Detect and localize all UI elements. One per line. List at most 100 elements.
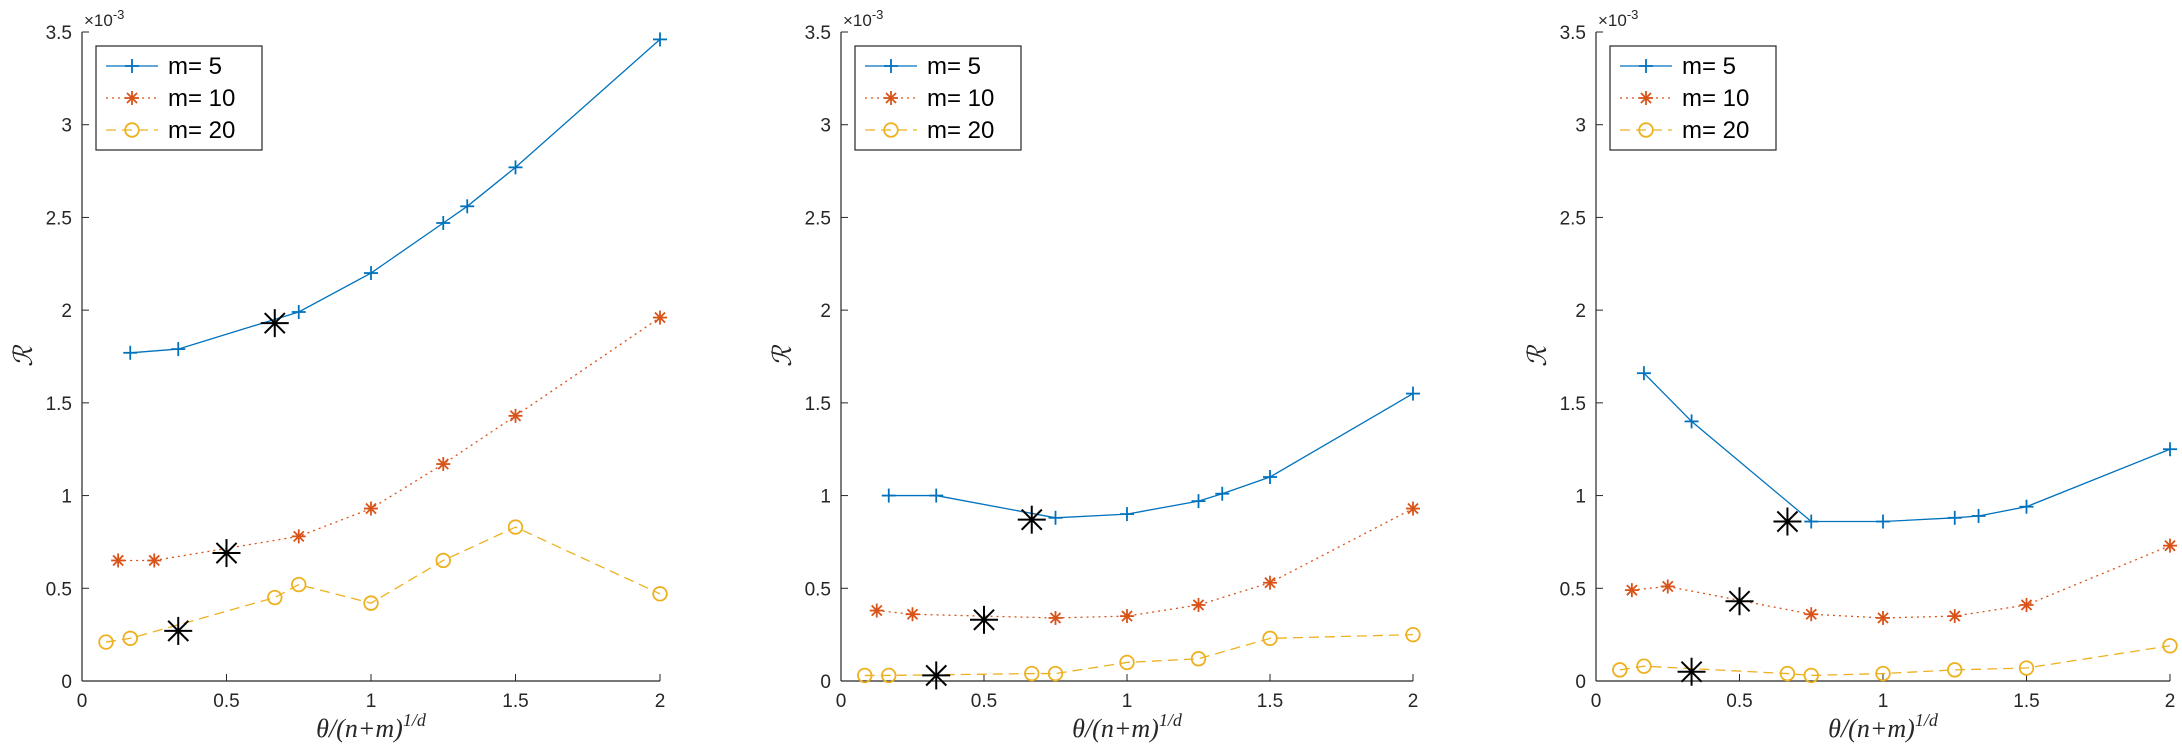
y-tick-label: 2 bbox=[61, 301, 72, 322]
x-tick-label: 0 bbox=[1591, 691, 1602, 712]
x-tick-label: 1 bbox=[1122, 691, 1133, 712]
series-m-20 bbox=[1612, 638, 2178, 684]
optimum-marker bbox=[1773, 507, 1802, 536]
data-point bbox=[291, 304, 306, 319]
data-point bbox=[2163, 538, 2177, 553]
series-line bbox=[130, 38, 661, 354]
data-point bbox=[2162, 638, 2178, 654]
series-line bbox=[1643, 372, 2171, 523]
series-m-10 bbox=[111, 310, 667, 568]
y-tick-label: 1.5 bbox=[1560, 394, 1586, 415]
data-point bbox=[507, 519, 524, 535]
optimum-marker bbox=[260, 309, 289, 338]
chart-panel-1: 0 0.5 1 1.5 2 0 0.5 1 1.5 2 2.5 3 3.5 ×10-3 θ/(n+m)1/d… bbox=[9, 7, 668, 743]
series-m-5 bbox=[123, 32, 667, 360]
series-line bbox=[876, 507, 1414, 619]
legend-entry-label: m= 10 bbox=[927, 85, 994, 112]
y-tick-label: 1 bbox=[1575, 487, 1586, 508]
optimum-marker bbox=[212, 539, 241, 568]
x-axis-title: θ/(n+m)1/d bbox=[316, 710, 427, 743]
data-point bbox=[2018, 660, 2035, 676]
legend-box bbox=[1609, 45, 1777, 151]
data-point bbox=[1048, 610, 1063, 625]
optimum-marker bbox=[922, 661, 951, 690]
x-tick-label: 2 bbox=[1408, 691, 1419, 712]
legend-marker bbox=[884, 59, 898, 73]
data-point bbox=[291, 576, 307, 593]
data-point bbox=[1215, 486, 1230, 501]
data-point bbox=[929, 488, 944, 503]
chart-panel-2: 0 0.5 1 1.5 2 0 0.5 1 1.5 2 2.5 3 3.5 ×10-3 θ/(n+m)1/d… bbox=[768, 7, 1421, 743]
y-tick-label: 3 bbox=[61, 116, 72, 137]
y-tick-label: 3 bbox=[820, 116, 831, 137]
data-point bbox=[653, 32, 667, 47]
data-point bbox=[435, 552, 451, 569]
data-point bbox=[291, 529, 306, 544]
data-point bbox=[1190, 651, 1207, 667]
x-tick-label: 2 bbox=[2165, 691, 2176, 712]
y-tick-label: 2 bbox=[820, 301, 831, 322]
legend-marker bbox=[884, 91, 898, 105]
data-point bbox=[1971, 508, 1986, 523]
data-point bbox=[1660, 579, 1675, 594]
y-tick-label: 2.5 bbox=[46, 208, 72, 229]
legend-entry-label: m= 10 bbox=[168, 85, 235, 112]
y-tick-label: 2.5 bbox=[1560, 208, 1586, 229]
legend-box bbox=[854, 45, 1022, 151]
legend-entry-label: m= 20 bbox=[1682, 117, 1749, 144]
series-line bbox=[1619, 645, 2171, 677]
data-point bbox=[171, 342, 186, 357]
legend-marker bbox=[124, 122, 140, 138]
data-point bbox=[1612, 662, 1628, 678]
y-tick-label: 3.5 bbox=[1560, 23, 1586, 44]
legend-entry-label: m= 10 bbox=[1682, 85, 1749, 112]
data-point bbox=[1047, 665, 1064, 682]
data-point bbox=[1803, 667, 1819, 684]
data-point bbox=[1947, 510, 1962, 525]
legend-entry-label: m= 5 bbox=[927, 53, 981, 80]
data-point bbox=[1947, 662, 1963, 678]
data-point bbox=[905, 607, 920, 622]
y-tick-label: 2.5 bbox=[805, 208, 831, 229]
x-tick-label: 0.5 bbox=[971, 691, 997, 712]
y-tick-label: 0 bbox=[61, 672, 72, 693]
legend-marker bbox=[125, 59, 139, 73]
data-point bbox=[508, 408, 523, 423]
data-point bbox=[1624, 583, 1639, 598]
data-point bbox=[1191, 494, 1206, 509]
y-tick-label: 0.5 bbox=[46, 579, 72, 600]
legend-box bbox=[95, 45, 263, 151]
data-point bbox=[1947, 609, 1962, 624]
legend: m= 5 m= 10 m= 20 bbox=[95, 45, 263, 151]
series-line bbox=[864, 633, 1414, 677]
y-axis-title: ℛ bbox=[768, 344, 797, 367]
series-m-20 bbox=[98, 519, 668, 650]
legend-marker bbox=[1639, 59, 1653, 73]
data-point bbox=[267, 589, 283, 606]
data-point bbox=[881, 488, 896, 503]
series-m-5 bbox=[1636, 366, 2177, 529]
x-tick-label: 1.5 bbox=[1257, 691, 1283, 712]
x-axis-title: θ/(n+m)1/d bbox=[1828, 710, 1939, 743]
optimum-marker bbox=[164, 616, 193, 645]
data-point bbox=[1406, 386, 1420, 401]
data-point bbox=[508, 160, 523, 175]
x-tick-label: 1.5 bbox=[502, 691, 528, 712]
optimum-marker bbox=[970, 605, 998, 634]
legend: m= 5 m= 10 m= 20 bbox=[1609, 45, 1777, 151]
data-point bbox=[98, 634, 114, 650]
data-point bbox=[2019, 597, 2034, 612]
data-point bbox=[1875, 665, 1891, 682]
series-m-10 bbox=[1624, 538, 2177, 625]
data-point bbox=[122, 630, 138, 647]
legend-entry-label: m= 20 bbox=[168, 117, 235, 144]
series-m-20 bbox=[857, 626, 1421, 684]
series-m-5 bbox=[881, 386, 1420, 525]
y-tick-label: 3.5 bbox=[805, 23, 831, 44]
y-tick-label: 1 bbox=[61, 487, 72, 508]
data-point bbox=[123, 345, 138, 360]
series-line bbox=[105, 526, 661, 643]
legend-marker bbox=[883, 122, 899, 138]
data-point bbox=[363, 595, 379, 611]
